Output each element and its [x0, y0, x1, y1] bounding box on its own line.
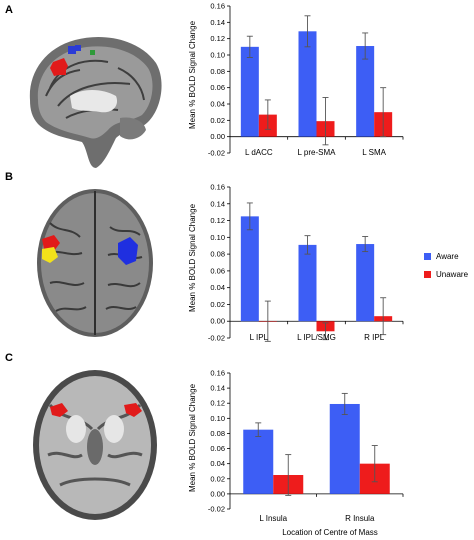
y-tick-label: 0.16 [210, 183, 225, 192]
chart-a: Mean % BOLD Signal Change -0.02 0.00 0.02 0… [188, 2, 404, 158]
bar-aware [240, 216, 259, 322]
y-tick-label: -0.02 [208, 149, 225, 158]
panel-letter-a: A [5, 4, 13, 16]
y-tick-label: 0.14 [210, 199, 225, 208]
y-tick-label: 0.08 [210, 67, 225, 76]
legend-item-unaware: Unaware [424, 270, 468, 279]
x-category-label: L SMA [362, 148, 386, 157]
bar-aware [298, 244, 317, 322]
y-tick-label: 0.16 [210, 369, 225, 378]
panel-letter-b: B [5, 171, 13, 183]
bar-aware [298, 31, 317, 137]
y-tick-label: -0.02 [208, 334, 225, 343]
y-axis-label: Mean % BOLD Signal Change [188, 383, 197, 492]
y-tick-label: 0.10 [210, 414, 225, 423]
y-tick-label: 0.04 [210, 283, 225, 292]
legend-swatch-unaware [424, 271, 431, 278]
chart-b: Mean % BOLD Signal Change -0.02 0.00 0.02 0… [188, 183, 404, 343]
chart-c: Mean % BOLD Signal Change Location of Ce… [188, 369, 404, 537]
legend-label-aware: Aware [436, 252, 459, 261]
y-tick-label: 0.12 [210, 216, 225, 225]
y-tick-label: 0.04 [210, 459, 225, 468]
x-category-label: R IPL [364, 333, 385, 342]
y-tick-label: 0.02 [210, 300, 225, 309]
x-category-label: L pre-SMA [298, 148, 337, 157]
y-tick-label: -0.02 [208, 505, 225, 514]
y-tick-label: 0.08 [210, 429, 225, 438]
y-tick-label: 0.12 [210, 399, 225, 408]
bar-aware [356, 46, 375, 137]
y-axis-label: Mean % BOLD Signal Change [188, 203, 197, 312]
brain-image-axial-top [20, 183, 170, 343]
y-tick-label: 0.12 [210, 34, 225, 43]
y-tick-label: 0.06 [210, 444, 225, 453]
x-category-label: L dACC [245, 148, 273, 157]
brain-image-sagittal [20, 18, 170, 173]
panel-letter-c: C [5, 352, 13, 364]
y-tick-label: 0.06 [210, 83, 225, 92]
bar-aware [240, 46, 259, 137]
y-tick-label: 0.06 [210, 266, 225, 275]
y-tick-label: 0.10 [210, 233, 225, 242]
legend-label-unaware: Unaware [436, 270, 469, 279]
y-tick-label: 0.00 [210, 317, 225, 326]
x-category-label: L IPL/SMG [297, 333, 336, 342]
legend: Aware Unaware [424, 252, 468, 288]
bar-aware [356, 244, 375, 322]
y-tick-label: 0.14 [210, 18, 225, 27]
y-tick-label: 0.10 [210, 51, 225, 60]
y-tick-label: 0.04 [210, 100, 225, 109]
y-tick-label: 0.02 [210, 116, 225, 125]
y-tick-label: 0.16 [210, 2, 225, 11]
y-axis-label: Mean % BOLD Signal Change [188, 20, 197, 129]
y-tick-label: 0.02 [210, 474, 225, 483]
y-tick-label: 0.00 [210, 132, 225, 141]
legend-item-aware: Aware [424, 252, 468, 261]
y-tick-label: 0.08 [210, 250, 225, 259]
brain-image-axial-slice [20, 365, 170, 525]
x-category-label: L IPL [250, 333, 269, 342]
y-tick-label: 0.00 [210, 489, 225, 498]
bar-aware [243, 429, 274, 494]
x-category-label: R Insula [345, 514, 375, 523]
bar-aware [329, 403, 360, 494]
y-tick-label: 0.14 [210, 384, 225, 393]
x-axis-label: Location of Centre of Mass [282, 528, 378, 537]
x-category-label: L Insula [259, 514, 287, 523]
legend-swatch-aware [424, 253, 431, 260]
